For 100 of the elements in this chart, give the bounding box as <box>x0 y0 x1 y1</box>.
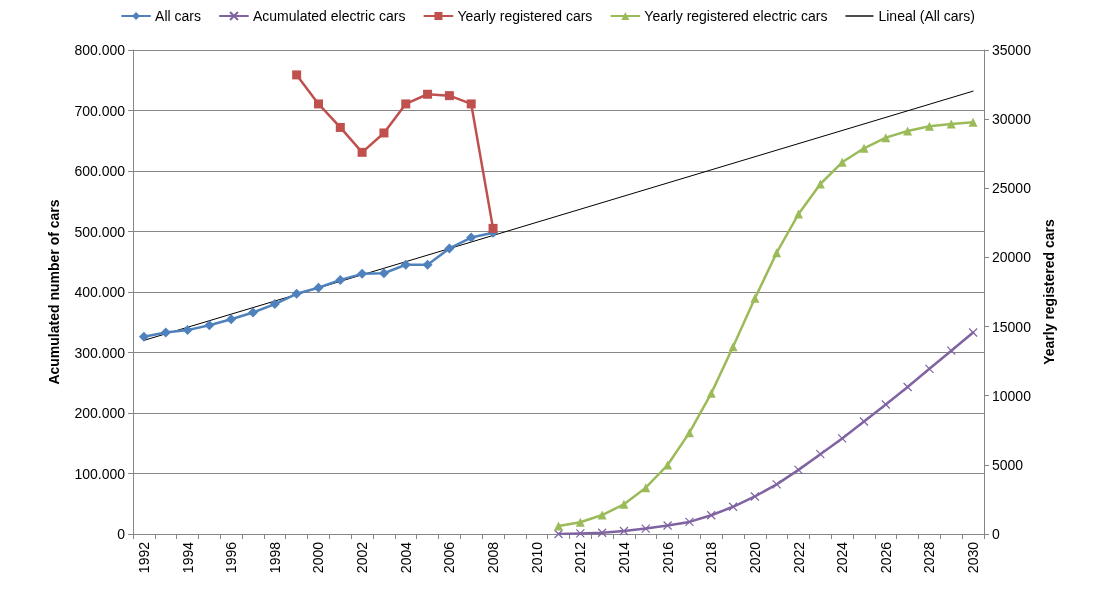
point <box>335 122 345 132</box>
point <box>138 331 149 342</box>
point <box>903 382 913 392</box>
x-tick-label: 2008 <box>485 541 502 574</box>
point <box>204 320 215 331</box>
point <box>750 293 760 303</box>
point <box>182 325 193 336</box>
point <box>488 223 498 233</box>
point <box>554 521 563 531</box>
x-tick-label: 2004 <box>397 541 414 574</box>
legend-label: Yearly registered cars <box>457 8 593 24</box>
y2-tick-label: 25000 <box>992 180 1032 197</box>
point <box>466 99 476 109</box>
point <box>553 529 564 539</box>
point <box>684 517 695 527</box>
y2-tick-label: 0 <box>992 526 1000 542</box>
point <box>793 465 804 475</box>
point <box>772 479 782 489</box>
legend-label: Lineal (All cars) <box>878 8 975 24</box>
point <box>444 243 455 254</box>
point <box>663 520 673 531</box>
x-tick-label: 2026 <box>877 541 894 574</box>
x-tick-label: 1996 <box>223 541 240 574</box>
point <box>728 342 738 352</box>
legend-label: Yearly registered electric cars <box>644 8 828 24</box>
point <box>423 89 433 99</box>
y2-tick-label: 35000 <box>992 42 1032 58</box>
point <box>859 143 869 153</box>
x-tick-label: 2022 <box>790 541 807 574</box>
point <box>706 388 716 398</box>
point <box>750 491 760 502</box>
point <box>160 327 171 338</box>
legend-label: All cars <box>155 8 201 24</box>
y-tick-label: 100.000 <box>74 465 126 482</box>
point <box>597 510 607 520</box>
y-tick-label: 300.000 <box>74 344 126 361</box>
x-tick-label: 1998 <box>266 541 283 574</box>
point <box>422 259 433 270</box>
y2-tick-label: 15000 <box>992 318 1032 335</box>
point <box>903 126 913 136</box>
x-tick-label: 2016 <box>659 541 676 574</box>
point <box>466 232 477 243</box>
point <box>291 288 302 299</box>
point <box>401 99 411 109</box>
y-tick-label: 200.000 <box>74 405 126 421</box>
y-tick-label: 800.000 <box>74 42 126 58</box>
point <box>269 299 280 310</box>
x-tick-label: 2012 <box>572 541 589 574</box>
point <box>575 528 585 538</box>
y-axis-title: Acumulated number of cars <box>46 199 62 385</box>
y-tick-label: 400.000 <box>74 284 126 300</box>
point <box>619 499 629 509</box>
point <box>248 307 259 318</box>
point <box>968 117 978 127</box>
y2-tick-label: 10000 <box>992 387 1032 404</box>
point <box>575 517 585 527</box>
point <box>641 523 651 534</box>
point <box>379 128 389 138</box>
y2-axis-title: Yearly registered cars <box>1040 219 1057 365</box>
legend-label: Acumulated electric cars <box>252 8 406 24</box>
point <box>226 314 237 325</box>
point <box>859 416 869 427</box>
y-tick-label: 700.000 <box>74 102 126 119</box>
point <box>597 528 607 538</box>
point <box>357 147 367 157</box>
point <box>444 91 454 101</box>
point <box>706 510 716 520</box>
point <box>815 449 825 459</box>
point <box>837 157 847 167</box>
point <box>794 209 804 219</box>
y2-tick-label: 5000 <box>992 456 1024 473</box>
point <box>378 268 389 279</box>
x-tick-label: 1994 <box>179 541 196 574</box>
point <box>335 274 346 285</box>
point <box>619 526 629 536</box>
x-tick-label: 2000 <box>310 541 327 574</box>
x-tick-label: 2030 <box>965 541 982 574</box>
point <box>292 70 302 80</box>
y-tick-label: 0 <box>117 526 126 542</box>
x-tick-label: 2014 <box>615 541 632 574</box>
x-tick-label: 2024 <box>834 541 851 574</box>
point <box>968 327 978 338</box>
point <box>684 428 694 438</box>
x-tick-label: 2028 <box>921 541 938 574</box>
point <box>313 282 324 293</box>
point <box>357 268 368 279</box>
point <box>400 259 411 270</box>
x-tick-label: 2020 <box>746 541 763 574</box>
point <box>728 502 738 512</box>
x-tick-label: 2018 <box>703 541 720 574</box>
x-tick-label: 2006 <box>441 541 458 574</box>
x-tick-label: 2002 <box>354 541 371 574</box>
x-tick-label: 2010 <box>528 541 545 574</box>
x-tick-label: 1992 <box>135 541 152 574</box>
y-tick-label: 600.000 <box>74 163 126 179</box>
y2-tick-label: 30000 <box>992 111 1032 128</box>
point <box>924 121 934 131</box>
y2-tick-label: 20000 <box>992 249 1032 266</box>
point <box>313 99 323 109</box>
y-tick-label: 500.000 <box>74 223 126 240</box>
